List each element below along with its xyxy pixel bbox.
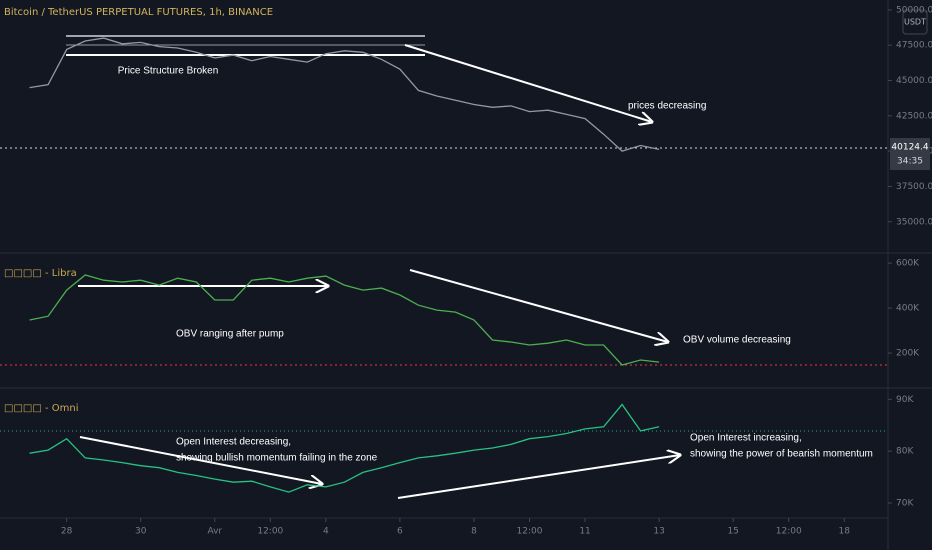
arrow — [404, 44, 652, 122]
annotation: prices decreasing — [628, 101, 706, 112]
pane-title: □□□□ - Libra — [4, 268, 77, 279]
y-tick-label: 37500.0 — [896, 182, 932, 192]
series-line — [29, 403, 660, 493]
y-tick-label: 45000.0 — [896, 76, 932, 86]
x-tick-label: 12:00 — [776, 527, 802, 537]
last-price-tag — [890, 138, 930, 170]
y-tick-label: 47500.0 — [896, 41, 932, 51]
currency-button[interactable] — [902, 9, 928, 35]
arrow — [397, 455, 680, 499]
y-tick-label: 400K — [896, 304, 920, 314]
currency-label: USDT — [904, 18, 926, 27]
pane-title: □□□□ - Omni — [4, 403, 79, 414]
drawings — [66, 35, 680, 499]
y-tick-label: 42500.0 — [896, 111, 932, 121]
annotation: Open Interest decreasing, — [176, 437, 291, 448]
x-tick-label: 6 — [397, 527, 403, 537]
arrow — [409, 269, 668, 342]
y-tick-label: 35000.0 — [896, 217, 932, 227]
x-tick-label: 12:00 — [257, 527, 283, 537]
y-tick-label: 600K — [896, 259, 920, 269]
x-tick-label: 12:00 — [517, 527, 543, 537]
countdown: 34:35 — [897, 157, 923, 167]
series-line — [29, 37, 660, 152]
y-tick-label: 70K — [896, 498, 914, 508]
y-tick-label: 50000.0 — [896, 5, 932, 15]
x-tick-label: 13 — [653, 527, 664, 537]
x-tick-label: 8 — [471, 527, 477, 537]
annotation: showing bullish momentum failing in the … — [176, 453, 378, 464]
annotation: OBV ranging after pump — [176, 329, 284, 340]
last-price-label: 40124.4 — [891, 143, 928, 153]
x-tick-label: 30 — [135, 527, 147, 537]
x-tick-label: 11 — [579, 527, 590, 537]
series-line — [29, 274, 660, 366]
y-tick-label: 80K — [896, 447, 914, 457]
x-tick-label: 18 — [839, 527, 851, 537]
x-tick-label: 15 — [727, 527, 738, 537]
x-tick-label: 28 — [61, 527, 73, 537]
annotation: showing the power of bearish momentum — [690, 449, 873, 460]
pane-title: Bitcoin / TetherUS PERPETUAL FUTURES, 1h… — [4, 7, 273, 18]
annotation: Price Structure Broken — [118, 66, 219, 77]
x-tick-label: Avr — [207, 527, 222, 537]
x-tick-label: 4 — [323, 527, 329, 537]
arrow — [79, 436, 322, 484]
annotation: OBV volume decreasing — [683, 335, 791, 346]
y-tick-label: 200K — [896, 349, 920, 359]
annotation: Open Interest increasing, — [690, 433, 802, 444]
y-tick-label: 90K — [896, 395, 914, 405]
